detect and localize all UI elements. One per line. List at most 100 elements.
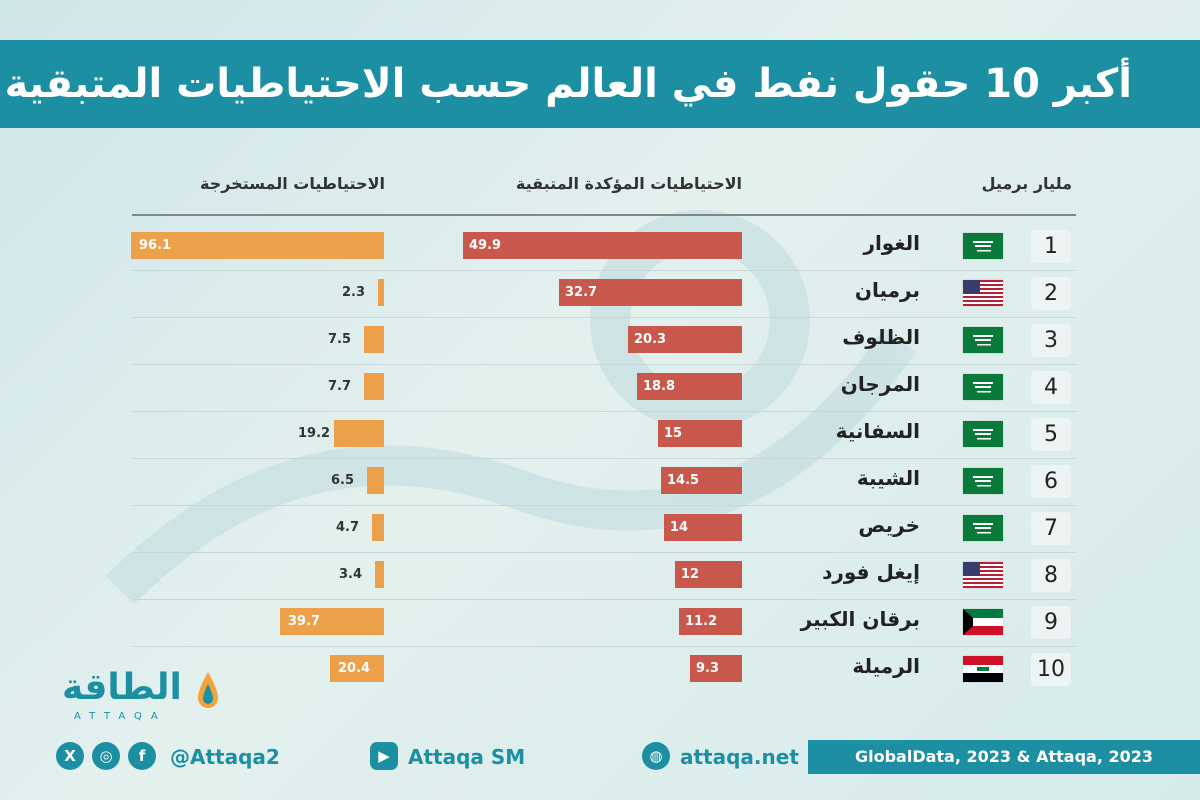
rank-number: 7	[1031, 512, 1071, 545]
proven-reserves-label: 12	[681, 567, 700, 582]
row-divider	[132, 411, 1076, 412]
chart-row: 9 برقان الكبير 11.2 39.7	[0, 600, 1200, 647]
proven-reserves-label: 20.3	[634, 332, 667, 347]
field-name: المرجان	[840, 372, 920, 396]
proven-reserves-bar	[690, 655, 742, 682]
chart-row: 4 المرجان 18.8 7.7	[0, 365, 1200, 412]
extracted-reserves-bar	[367, 467, 384, 494]
proven-reserves-label: 32.7	[565, 285, 598, 300]
usa-flag-icon	[963, 562, 1003, 588]
saudi-flag-icon	[963, 468, 1003, 494]
chart-row: 5 السفانية 15 19.2	[0, 412, 1200, 459]
extracted-reserves-bar	[375, 561, 384, 588]
header-divider	[132, 214, 1076, 216]
proven-reserves-bar	[679, 608, 742, 635]
logo-subtitle: ATTAQA	[74, 711, 167, 722]
extracted-reserves-bar	[334, 420, 384, 447]
field-name: إيغل فورد	[822, 560, 920, 584]
proven-reserves-label: 15	[664, 426, 683, 441]
field-name: الشيبة	[856, 466, 920, 490]
field-name: برقان الكبير	[800, 607, 920, 631]
chart-row: 6 الشيبة 14.5 6.5	[0, 459, 1200, 506]
chart-row: 8 إيغل فورد 12 3.4	[0, 553, 1200, 600]
website[interactable]: attaqa.net	[680, 745, 799, 769]
rank-number: 10	[1031, 653, 1071, 686]
series-header-proven: الاحتياطيات المؤكدة المتبقية	[515, 174, 742, 193]
field-name: الرميلة	[852, 654, 920, 678]
proven-reserves-bar	[628, 326, 742, 353]
extracted-reserves-label: 39.7	[288, 614, 321, 629]
saudi-flag-icon	[963, 421, 1003, 447]
kuwait-flag-icon	[963, 609, 1003, 635]
rank-number: 6	[1031, 465, 1071, 498]
extracted-reserves-label: 6.5	[331, 473, 355, 488]
chart-row: 1 الغوار 49.9 96.1	[0, 224, 1200, 271]
field-name: الظلوف	[842, 325, 920, 349]
extracted-reserves-bar	[280, 608, 384, 635]
saudi-flag-icon	[963, 374, 1003, 400]
title-bar	[0, 40, 1200, 128]
saudi-flag-icon	[963, 233, 1003, 259]
facebook-icon[interactable]: f	[128, 742, 156, 770]
extracted-reserves-bar	[364, 326, 384, 353]
row-divider	[132, 270, 1076, 271]
rank-number: 5	[1031, 418, 1071, 451]
proven-reserves-label: 49.9	[469, 238, 502, 253]
row-divider	[132, 317, 1076, 318]
field-name: خريص	[858, 513, 920, 537]
field-name: برميان	[854, 278, 920, 302]
rank-number: 4	[1031, 371, 1071, 404]
field-name: الغوار	[863, 231, 920, 255]
chart-row: 7 خريص 14 4.7	[0, 506, 1200, 553]
extracted-reserves-label: 3.4	[339, 567, 363, 582]
row-divider	[132, 458, 1076, 459]
globe-icon[interactable]: ◍	[642, 742, 670, 770]
proven-reserves-bar	[658, 420, 742, 447]
proven-reserves-bar	[637, 373, 742, 400]
unit-label: مليار برميل	[981, 174, 1072, 193]
extracted-reserves-bar	[330, 655, 384, 682]
row-divider	[132, 364, 1076, 365]
extracted-reserves-label: 2.3	[342, 285, 366, 300]
proven-reserves-bar	[463, 232, 742, 259]
extracted-reserves-label: 4.7	[336, 520, 360, 535]
logo: الطاقة	[62, 667, 182, 708]
chart-row: 2 برميان 32.7 2.3	[0, 271, 1200, 318]
proven-reserves-label: 9.3	[696, 661, 720, 676]
rank-number: 8	[1031, 559, 1071, 592]
saudi-flag-icon	[963, 515, 1003, 541]
source-text: GlobalData, 2023 & Attaqa, 2023	[854, 747, 1154, 766]
drop-icon	[198, 672, 218, 708]
source-bar	[808, 740, 1200, 774]
extracted-reserves-bar	[378, 279, 384, 306]
extracted-reserves-label: 7.5	[328, 332, 352, 347]
row-divider	[132, 552, 1076, 553]
youtube-icon[interactable]: ▶	[370, 742, 398, 770]
x-icon[interactable]: X	[56, 742, 84, 770]
chart-row: 10 الرميلة 9.3 20.4	[0, 647, 1200, 694]
chart-row: 3 الظلوف 20.3 7.5	[0, 318, 1200, 365]
series-header-extracted: الاحتياطيات المستخرجة	[199, 174, 385, 193]
field-name: السفانية	[835, 419, 920, 443]
extracted-reserves-label: 20.4	[338, 661, 371, 676]
rank-number: 2	[1031, 277, 1071, 310]
youtube-channel[interactable]: Attaqa SM	[408, 745, 526, 769]
usa-flag-icon	[963, 280, 1003, 306]
proven-reserves-label: 11.2	[685, 614, 718, 629]
proven-reserves-bar	[675, 561, 742, 588]
proven-reserves-label: 14.5	[667, 473, 700, 488]
instagram-icon[interactable]: ◎	[92, 742, 120, 770]
proven-reserves-label: 18.8	[643, 379, 676, 394]
social-handle[interactable]: @Attaqa2	[170, 745, 280, 769]
extracted-reserves-label: 19.2	[298, 426, 331, 441]
row-divider	[132, 646, 1076, 647]
saudi-flag-icon	[963, 327, 1003, 353]
extracted-reserves-label: 7.7	[328, 379, 352, 394]
row-divider	[132, 505, 1076, 506]
rank-number: 9	[1031, 606, 1071, 639]
rank-number: 1	[1031, 230, 1071, 263]
proven-reserves-bar	[661, 467, 742, 494]
extracted-reserves-label: 96.1	[139, 238, 172, 253]
extracted-reserves-bar	[372, 514, 384, 541]
row-divider	[132, 599, 1076, 600]
